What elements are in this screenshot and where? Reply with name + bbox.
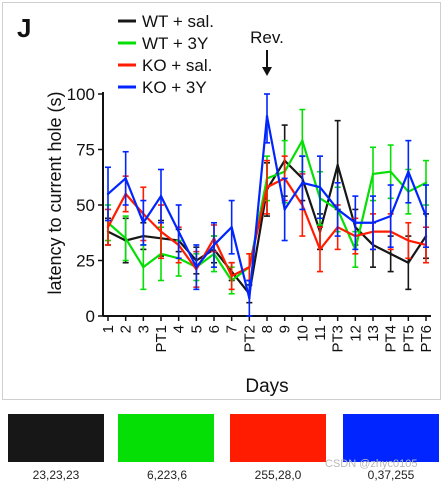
swatch-black [8, 414, 104, 462]
y-tick-label: 0 [86, 307, 95, 326]
x-axis-label: Days [245, 376, 288, 397]
swatch-red [230, 414, 326, 462]
data-point [389, 252, 392, 256]
figure-frame: J 0 25 50 75 100 latency to current hole (s) 1 2… [2, 2, 441, 400]
x-tick-label: 5 [188, 325, 205, 333]
data-point [424, 181, 428, 184]
swatch-label-green: 6,223,6 [146, 468, 188, 482]
y-tick-label: 25 [76, 252, 95, 271]
annotation-label: Rev. [250, 28, 284, 47]
data-point [424, 214, 428, 218]
x-tick-label: 11 [312, 325, 329, 341]
x-tick-label: 6 [206, 325, 223, 333]
data-point [124, 177, 127, 180]
x-tick-label: PT5 [400, 325, 417, 353]
data-point [318, 248, 322, 251]
x-tick-label: 3 [135, 325, 152, 333]
panel-label: J [17, 13, 31, 43]
data-point [248, 265, 251, 269]
data-point [159, 230, 163, 233]
data-point [336, 163, 339, 167]
x-tick-label: PT3 [330, 325, 347, 353]
data-point [142, 221, 145, 224]
data-point [407, 261, 410, 264]
data-point [301, 181, 304, 184]
data-point [318, 186, 322, 189]
data-point [407, 170, 410, 173]
data-point [265, 115, 269, 118]
x-tick-label: 4 [171, 325, 188, 333]
legend-label: KO + 3Y [142, 78, 207, 97]
x-tick-label: 13 [365, 325, 382, 342]
x-tick-label: PT2 [241, 325, 258, 353]
swatch-label-black: 23,23,23 [32, 468, 80, 482]
data-point [230, 274, 233, 278]
legend-label: KO + sal. [142, 56, 212, 75]
y-axis-label: latency to current hole (s) [45, 91, 65, 294]
data-point [265, 186, 269, 189]
swatch-label-red: 255,28,0 [254, 468, 302, 482]
data-point [301, 139, 304, 142]
data-point [159, 194, 163, 198]
swatch-blue [343, 414, 439, 462]
y-tick-label: 50 [76, 196, 95, 215]
swatch-green [118, 414, 214, 462]
data-point [106, 226, 110, 229]
x-tick-label: 2 [118, 325, 135, 333]
x-tick-label: PT6 [418, 325, 435, 353]
legend-label: WT + 3Y [142, 34, 208, 53]
x-tick-label: 8 [259, 325, 276, 333]
legend-label: WT + sal. [142, 12, 214, 31]
data-point [336, 208, 339, 211]
data-point [371, 172, 375, 176]
data-point [371, 221, 375, 224]
data-point [106, 192, 110, 196]
data-point [248, 297, 251, 300]
data-point [354, 221, 357, 224]
data-point [124, 237, 127, 240]
data-point [283, 208, 286, 211]
swatch-label-blue: 0,37,255 [367, 468, 415, 482]
watermark-text: CSDN @zhyc0105 [325, 458, 418, 470]
data-point [212, 243, 216, 247]
data-point [407, 239, 410, 242]
x-tick-label: 12 [347, 325, 364, 342]
data-point [389, 214, 392, 218]
x-tick-label: 7 [224, 325, 241, 333]
y-tick-label: 75 [76, 141, 95, 160]
data-point [389, 170, 392, 173]
annotation-arrow-head [262, 67, 272, 76]
x-tick-label: 1 [100, 325, 117, 333]
data-point [177, 230, 180, 233]
x-tick-label: PT4 [383, 325, 400, 353]
data-point [195, 265, 198, 269]
x-tick-label: 10 [294, 325, 311, 342]
x-tick-label: 9 [277, 325, 294, 333]
data-point [142, 265, 145, 269]
x-tick-label: PT1 [153, 325, 170, 353]
data-point [230, 226, 233, 229]
y-tick-label: 100 [67, 85, 95, 104]
